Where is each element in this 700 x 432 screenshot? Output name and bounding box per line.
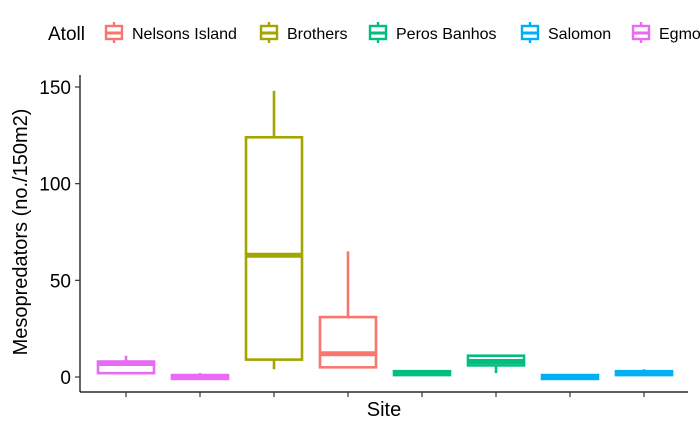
box-8 (614, 369, 674, 377)
legend-label: Peros Banhos (396, 26, 497, 43)
legend-key (368, 22, 388, 43)
legend: Atoll Nelsons Island Brothers Peros Banhos… (48, 22, 700, 45)
legend-item: Nelsons Island (104, 22, 237, 43)
box-4 (318, 251, 378, 369)
y-tick-label: 50 (50, 271, 71, 292)
x-axis-title: Site (367, 399, 401, 421)
y-axis-title: Mesopredators (no./150m2) (10, 109, 32, 356)
plot-area (96, 90, 674, 381)
legend-item: Brothers (259, 22, 347, 43)
legend-key (104, 22, 124, 43)
box-rect (318, 315, 378, 369)
legend-key (259, 22, 279, 43)
legend-label: Egmont (659, 26, 700, 43)
legend-label: Salomon (548, 26, 611, 43)
legend-title: Atoll (48, 24, 85, 45)
legend-label: Brothers (287, 26, 347, 43)
box-1 (96, 355, 156, 375)
box-5 (392, 369, 452, 377)
box-3 (244, 90, 304, 370)
legend-item: Peros Banhos (368, 22, 497, 43)
legend-item: Salomon (520, 22, 611, 43)
y-tick-label: 150 (39, 78, 71, 99)
box-6 (466, 354, 526, 374)
y-tick-label: 100 (39, 175, 71, 196)
legend-key (631, 22, 651, 43)
legend-label: Nelsons Island (132, 26, 237, 43)
legend-item: Egmont (631, 22, 700, 43)
legend-key (520, 22, 540, 43)
y-tick-label: 0 (60, 368, 71, 389)
box-7 (540, 373, 600, 381)
axes: 0 50 100 150 (39, 75, 688, 397)
box-2 (170, 373, 230, 381)
box-rect (244, 135, 304, 361)
